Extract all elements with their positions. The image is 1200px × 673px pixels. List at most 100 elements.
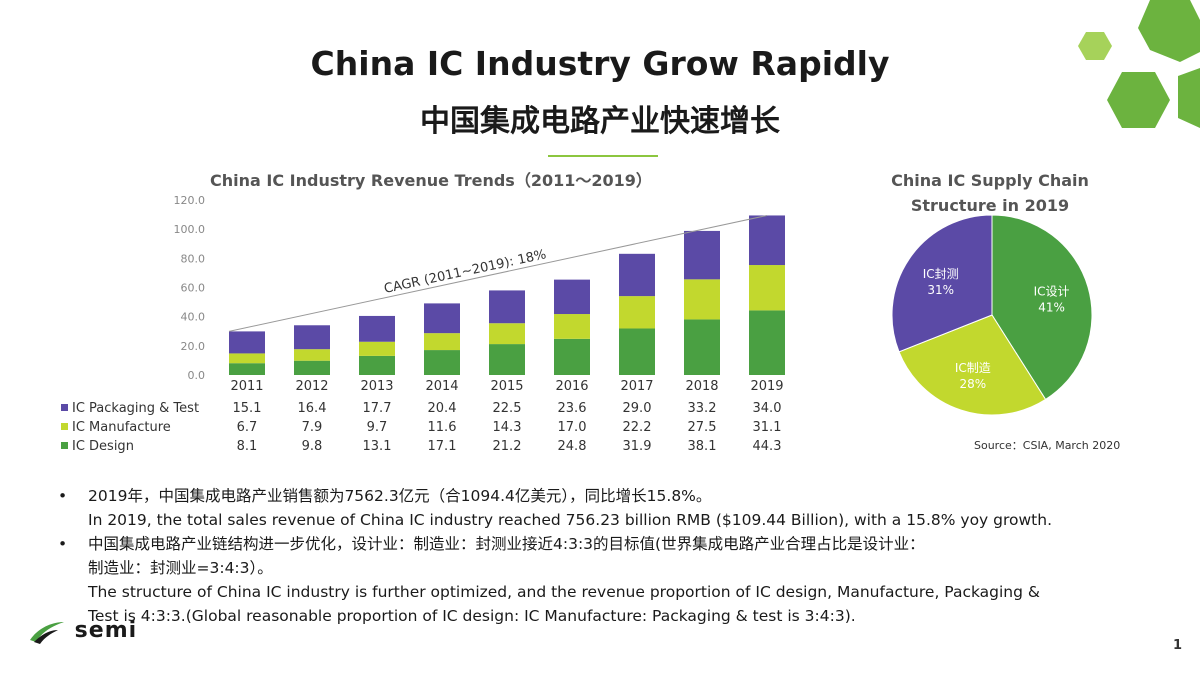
bar-segment: [424, 350, 460, 375]
decorative-hexagons: [1078, 0, 1200, 128]
data-table-cell: 7.9: [302, 420, 323, 435]
pie-slice: [891, 215, 993, 353]
data-table-cell: 22.2: [623, 420, 652, 435]
bar-chart-title: China IC Industry Revenue Trends（2011～20…: [210, 171, 652, 190]
title-divider: [548, 155, 658, 157]
bullet-text-zh-cont: 制造业：封测业=3:4:3）。: [88, 559, 273, 577]
bar-segment: [229, 353, 265, 364]
x-tick-label: 2018: [685, 379, 718, 394]
x-tick-label: 2017: [620, 379, 653, 394]
bullet-text-en: In 2019, the total sales revenue of Chin…: [88, 511, 1053, 529]
semi-swoosh-icon: [30, 622, 64, 644]
bar-segment: [684, 279, 720, 320]
bar-segment: [619, 328, 655, 375]
pie-slice-label: IC制造: [955, 361, 991, 375]
bullet-text-zh: 中国集成电路产业链结构进一步优化，设计业：制造业：封测业接近4:3:3的目标值(…: [88, 535, 925, 553]
data-table-cell: 13.1: [363, 439, 392, 454]
bar-segment: [489, 323, 525, 345]
data-table-cell: 29.0: [623, 401, 652, 416]
data-table-cell: 16.4: [298, 401, 327, 416]
x-tick-label: 2015: [490, 379, 523, 394]
legend-label: IC Packaging & Test: [72, 401, 199, 416]
bar-segment: [424, 333, 460, 351]
bar-segment: [619, 253, 655, 297]
pie-slice: [898, 314, 1047, 416]
legend-swatch: [61, 442, 68, 449]
bar-segment: [229, 331, 265, 354]
legend-label: IC Manufacture: [72, 420, 171, 435]
y-tick-label: 40.0: [181, 311, 206, 324]
logo-text: semi: [74, 618, 138, 643]
slide-subtitle: 中国集成电路产业快速增长: [420, 104, 780, 139]
legend-swatch: [61, 423, 68, 430]
y-tick-label: 20.0: [181, 340, 206, 353]
cagr-trend-line: [228, 214, 768, 332]
hexagon-shape: [1107, 72, 1170, 128]
data-table-cell: 8.1: [237, 439, 258, 454]
data-table-cell: 11.6: [428, 420, 457, 435]
legend-swatch: [61, 404, 68, 411]
bar-segment: [489, 344, 525, 375]
data-table-cell: 17.7: [363, 401, 392, 416]
bar-segment: [489, 290, 525, 324]
bar-segment: [294, 360, 330, 375]
pie-title-line2: Structure in 2019: [910, 196, 1070, 215]
data-table-cell: 23.6: [558, 401, 587, 416]
bullet-dot: •: [58, 535, 68, 553]
x-tick-label: 2014: [425, 379, 458, 394]
pie-slice: [991, 215, 1093, 401]
bar-segment: [554, 314, 590, 339]
y-tick-label: 60.0: [181, 282, 206, 295]
data-table-cell: 22.5: [493, 401, 522, 416]
pie-title-line1: China IC Supply Chain: [891, 171, 1089, 190]
bar-segment: [684, 230, 720, 280]
bullet-text-en-cont: Test is 4:3:3.(Global reasonable proport…: [88, 607, 856, 625]
pie-slice-percent: 31%: [927, 283, 954, 297]
bullet-text-en: The structure of China IC industry is fu…: [88, 583, 1040, 601]
pie-chart-title: China IC Supply Chain Structure in 2019: [870, 168, 1110, 218]
pie-slice-percent: 41%: [1038, 301, 1065, 315]
x-tick-label: 2011: [230, 379, 263, 394]
data-table-cell: 17.0: [558, 420, 587, 435]
data-table-cell: 15.1: [233, 401, 262, 416]
pie-slice-label: IC设计: [1034, 285, 1070, 299]
bullet-list: • 2019年，中国集成电路产业销售额为7562.3亿元（合1094.4亿美元）…: [58, 484, 1193, 628]
hexagon-shape: [1178, 68, 1200, 128]
y-tick-label: 0.0: [188, 369, 206, 382]
bar-segment: [359, 315, 395, 342]
data-table-cell: 9.8: [302, 439, 323, 454]
bar-segment: [619, 296, 655, 329]
x-tick-label: 2016: [555, 379, 588, 394]
bullet-text-zh: 2019年，中国集成电路产业销售额为7562.3亿元（合1094.4亿美元），同…: [88, 487, 712, 505]
data-table-cell: 27.5: [688, 420, 717, 435]
pie-source-note: Source：CSIA, March 2020: [974, 439, 1121, 452]
bar-segment: [554, 279, 590, 315]
bar-segment: [749, 310, 785, 375]
data-table-cell: 31.1: [753, 420, 782, 435]
data-table-cell: 21.2: [493, 439, 522, 454]
bar-segment: [684, 319, 720, 375]
slide-title: China IC Industry Grow Rapidly: [310, 44, 890, 83]
data-table-cell: 24.8: [558, 439, 587, 454]
bar-segment: [359, 355, 395, 375]
y-tick-label: 100.0: [174, 223, 206, 236]
data-table-cell: 9.7: [367, 420, 388, 435]
bar-segment: [424, 303, 460, 334]
data-table-cell: 44.3: [753, 439, 782, 454]
bullet-dot: •: [58, 487, 68, 505]
data-table-cell: 38.1: [688, 439, 717, 454]
cagr-annotation: CAGR (2011~2019): 18%: [383, 247, 548, 297]
hexagon-shape: [1078, 32, 1112, 60]
data-table-cell: 14.3: [493, 420, 522, 435]
x-tick-label: 2013: [360, 379, 393, 394]
pie-slice-label: IC封测: [923, 267, 959, 281]
bar-segment: [749, 265, 785, 311]
data-table-cell: 17.1: [428, 439, 457, 454]
bar-segment: [554, 338, 590, 375]
bar-segment: [294, 325, 330, 350]
supply-chain-pie-chart: IC设计 41% IC制造 28% IC封测 31%: [891, 215, 1093, 416]
bar-segment: [359, 341, 395, 356]
semi-logo: semi: [28, 618, 137, 644]
data-table-cell: 20.4: [428, 401, 457, 416]
data-table-cell: 33.2: [688, 401, 717, 416]
